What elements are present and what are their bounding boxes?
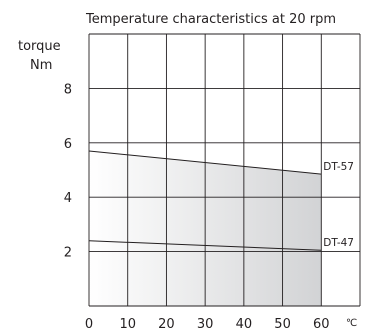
x-tick-label: 40 xyxy=(236,317,253,332)
x-tick-label: 10 xyxy=(119,317,136,332)
x-tick-label: 20 xyxy=(158,317,175,332)
y-tick-label: 8 xyxy=(64,82,72,97)
x-axis-unit: ℃ xyxy=(346,318,357,329)
x-tick-label: 50 xyxy=(274,317,291,332)
series-label-dt-47: DT-47 xyxy=(323,237,354,249)
y-tick-label: 6 xyxy=(64,137,72,152)
series-line-dt-57 xyxy=(88,150,322,175)
y-tick-label: 4 xyxy=(64,191,72,206)
y-axis-label: torque xyxy=(18,39,61,54)
y-axis-unit: Nm xyxy=(30,58,52,73)
x-tick-label: 0 xyxy=(85,317,93,332)
series-label-dt-57: DT-57 xyxy=(323,161,354,173)
y-tick-label: 2 xyxy=(64,246,72,261)
chart-title: Temperature characteristics at 20 rpm xyxy=(85,12,336,27)
x-tick-label: 60 xyxy=(313,317,330,332)
x-tick-label: 30 xyxy=(197,317,214,332)
series-line-dt-47 xyxy=(88,240,322,251)
